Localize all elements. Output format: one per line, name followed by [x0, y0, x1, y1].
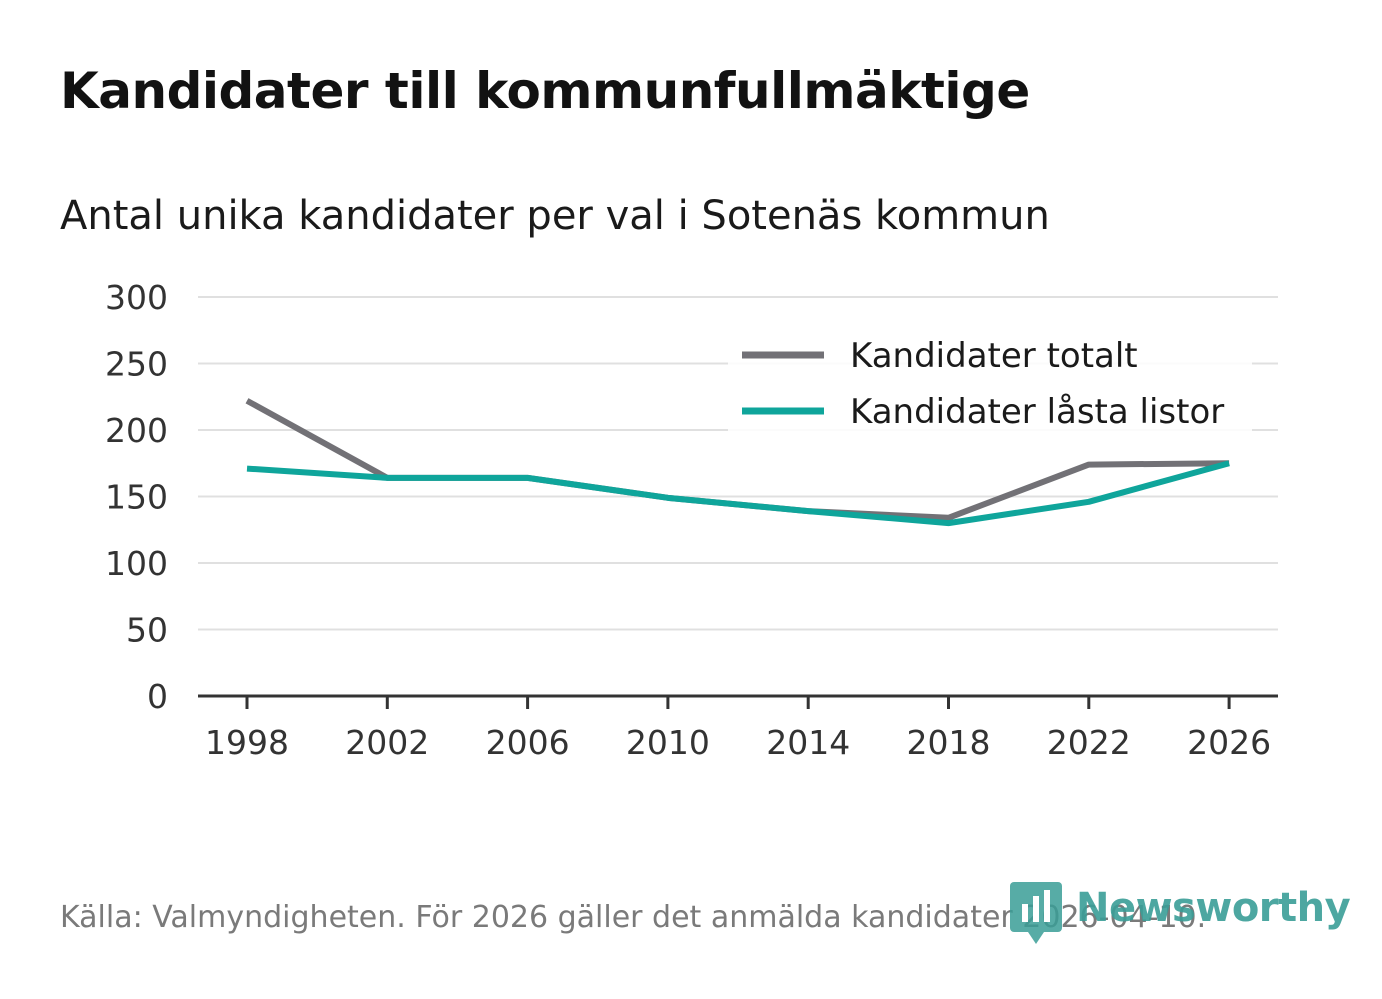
x-tick-label: 2026	[1187, 723, 1271, 762]
x-tick-label: 1998	[205, 723, 289, 762]
legend: Kandidater totalt Kandidater låsta listor	[728, 326, 1252, 436]
y-tick-label: 150	[105, 478, 168, 517]
series-lines	[245, 398, 1230, 527]
y-tick-label: 250	[105, 345, 168, 384]
y-tick-label: 50	[126, 611, 168, 650]
chart-title: Kandidater till kommunfullmäktige	[60, 62, 1030, 120]
x-tick-label: 2006	[486, 723, 570, 762]
x-axis: 1998 2002 2006 2010 2014 2018 2022 2026	[198, 694, 1278, 762]
x-tick-label: 2002	[345, 723, 429, 762]
newsworthy-logo: Newsworthy	[1010, 878, 1351, 944]
x-tick-label: 2022	[1047, 723, 1131, 762]
legend-label-0: Kandidater totalt	[850, 336, 1138, 376]
chart-subtitle: Antal unika kandidater per val i Sotenäs…	[60, 193, 1050, 239]
y-tick-label: 0	[147, 677, 168, 716]
legend-background	[728, 326, 1252, 436]
x-tick-label: 2014	[766, 723, 850, 762]
x-tick-label: 2018	[907, 723, 991, 762]
series-line-1	[246, 460, 1230, 527]
legend-label-1: Kandidater låsta listor	[850, 392, 1224, 432]
y-tick-label: 100	[105, 544, 168, 583]
newsworthy-brand: Newsworthy	[1076, 885, 1351, 931]
line-chart: 0 50 100 150 200 250 300 1998 2002 2006 2010 2014 2…	[105, 278, 1278, 762]
y-tick-label: 200	[105, 411, 168, 450]
x-tick-label: 2010	[626, 723, 710, 762]
newsworthy-logo-icon	[1010, 882, 1062, 944]
y-axis-ticks: 0 50 100 150 200 250 300	[105, 278, 168, 716]
y-tick-label: 300	[105, 278, 168, 317]
